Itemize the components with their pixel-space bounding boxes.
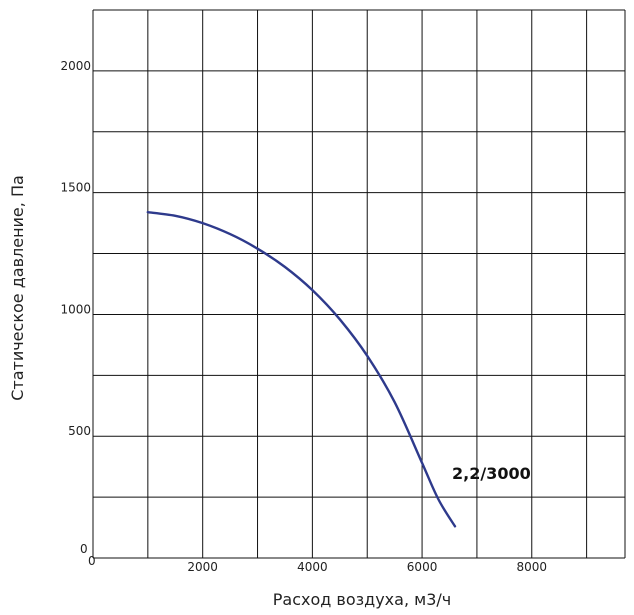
tick-labels: 2000 4000 6000 8000 500 1000 1500 2000: [60, 59, 547, 574]
x-tick-label-0: 2000: [187, 560, 218, 574]
x-tick-label-2: 6000: [407, 560, 438, 574]
y-tick-label-1: 1000: [60, 302, 91, 316]
origin-y-label: 0: [80, 542, 88, 556]
x-tick-label-3: 8000: [516, 560, 547, 574]
x-axis-title: Расход воздуха, м3/ч: [273, 590, 451, 609]
series-label-0: 2,2/3000: [452, 464, 531, 483]
y-axis-title: Статическое давление, Па: [8, 175, 27, 401]
y-tick-label-0: 500: [68, 424, 91, 438]
series-line-0: [146, 211, 457, 528]
origin-x-label: 0: [88, 554, 96, 568]
y-tick-label-3: 2000: [60, 59, 91, 73]
y-tick-label-2: 1500: [60, 181, 91, 195]
grid: [92, 9, 626, 559]
series-layer: 2,2/3000: [146, 211, 531, 528]
x-tick-label-1: 4000: [297, 560, 328, 574]
